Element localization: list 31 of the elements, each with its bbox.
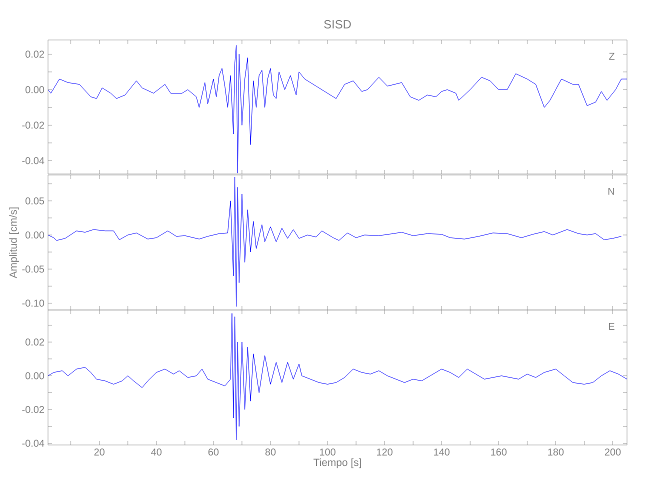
x-tick-label: 200 xyxy=(604,448,621,456)
chart-title: SISD xyxy=(324,20,351,28)
x-tick-label: 160 xyxy=(491,448,507,456)
x-tick-label: 60 xyxy=(208,448,219,456)
y-tick-label: -0.02 xyxy=(22,406,44,414)
y-tick-label: 0.00 xyxy=(25,372,44,380)
x-tick-label: 100 xyxy=(320,448,336,456)
annotation: N xyxy=(608,188,614,195)
annotation: E xyxy=(608,322,614,330)
y-tick-label: -0.04 xyxy=(22,157,44,164)
y-tick-label: 0.02 xyxy=(25,50,44,58)
y-axis-title: Amplitud [cm/s] xyxy=(9,207,19,278)
x-tick-label: 80 xyxy=(265,448,276,456)
y-tick-label: 0.05 xyxy=(25,197,44,204)
line-series xyxy=(48,313,628,440)
x-tick-label: 40 xyxy=(151,448,162,456)
line-series xyxy=(48,45,628,174)
x-tick-label: 20 xyxy=(94,448,105,456)
annotation: Z xyxy=(609,52,614,60)
y-tick-label: -0.04 xyxy=(22,440,44,447)
line-series xyxy=(48,176,622,307)
y-tick-label: -0.02 xyxy=(22,122,44,129)
y-tick-label: -0.10 xyxy=(22,300,44,307)
x-tick-label: 180 xyxy=(548,448,564,456)
y-tick-label: 0.02 xyxy=(25,338,44,346)
x-tick-label: 120 xyxy=(377,448,392,456)
y-tick-label: 0.00 xyxy=(25,86,44,94)
y-tick-label: -0.05 xyxy=(22,266,44,273)
y-tick-label: 0.00 xyxy=(25,231,44,239)
x-tick-label: 140 xyxy=(434,448,450,456)
x-axis-title: Tiempo [s] xyxy=(314,458,361,468)
